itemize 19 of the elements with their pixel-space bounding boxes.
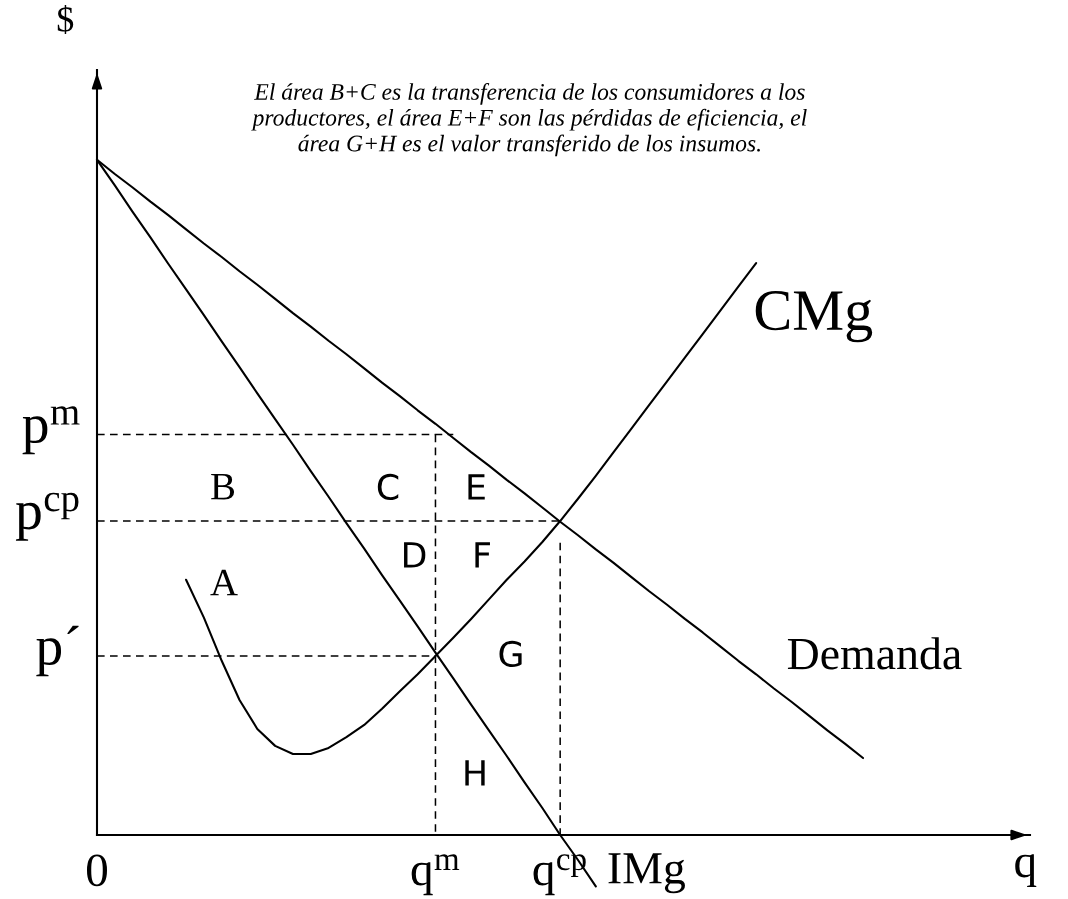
annotation: p$^{cp}$ (15, 492, 79, 541)
annotation: G (499, 640, 522, 668)
annotation: H (465, 760, 485, 786)
y-axis-title: $ (57, 5, 74, 35)
annotation: p´ (36, 625, 79, 677)
chart-title: El área B+C es la transferencia de los consumidores a los productores, el área E+F son las pérdidas de eficiencia, el área G+H es el valor transferido de los insumos. (251, 83, 807, 157)
series-label: IMg (608, 853, 685, 894)
annotation: B (211, 473, 235, 500)
annotation: A (210, 569, 238, 596)
series-label: Demanda (787, 637, 962, 670)
annotation: F (475, 542, 490, 568)
series-label: CMg (755, 291, 873, 343)
x-tick-label: 0 (86, 854, 108, 887)
x-tick-label: q$^{m}$ (411, 854, 460, 896)
annotation: C (377, 473, 399, 501)
x-axis-title: q (1015, 854, 1037, 888)
annotation: E (468, 474, 485, 500)
annotation: p$^{m}$ (22, 406, 80, 455)
annotation: D (404, 542, 426, 568)
